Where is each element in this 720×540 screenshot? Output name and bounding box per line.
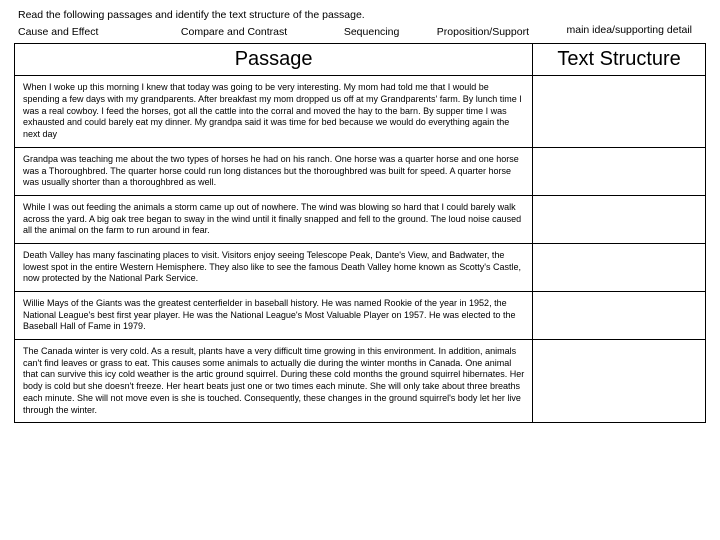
worksheet-table: Passage Text Structure When I woke up th… (14, 43, 706, 423)
table-row: When I woke up this morning I knew that … (15, 76, 706, 147)
passage-cell: Willie Mays of the Giants was the greate… (15, 292, 533, 340)
option-compare-contrast: Compare and Contrast (181, 25, 341, 40)
passage-cell: Grandpa was teaching me about the two ty… (15, 147, 533, 195)
options-row: Cause and Effect Compare and Contrast Se… (18, 25, 567, 40)
option-proposition-support: Proposition/Support (437, 25, 529, 40)
instructions-left: Read the following passages and identify… (18, 8, 567, 39)
passage-cell: The Canada winter is very cold. As a res… (15, 340, 533, 423)
answer-cell[interactable] (533, 76, 706, 147)
passage-cell: Death Valley has many fascinating places… (15, 243, 533, 291)
table-row: Willie Mays of the Giants was the greate… (15, 292, 706, 340)
table-row: While I was out feeding the animals a st… (15, 195, 706, 243)
answer-cell[interactable] (533, 147, 706, 195)
table-row: Grandpa was teaching me about the two ty… (15, 147, 706, 195)
header-structure: Text Structure (533, 44, 706, 76)
instruction-text: Read the following passages and identify… (18, 8, 567, 23)
answer-cell[interactable] (533, 243, 706, 291)
instructions-right: main idea/supporting detail (567, 8, 703, 39)
table-row: The Canada winter is very cold. As a res… (15, 340, 706, 423)
header-passage: Passage (15, 44, 533, 76)
answer-cell[interactable] (533, 340, 706, 423)
passage-cell: When I woke up this morning I knew that … (15, 76, 533, 147)
option-cause-effect: Cause and Effect (18, 25, 178, 40)
table-row: Death Valley has many fascinating places… (15, 243, 706, 291)
answer-cell[interactable] (533, 195, 706, 243)
option-sequencing: Sequencing (344, 25, 434, 40)
instructions-block: Read the following passages and identify… (14, 8, 706, 43)
option-main-idea: main idea/supporting detail (567, 23, 693, 38)
passage-cell: While I was out feeding the animals a st… (15, 195, 533, 243)
table-header-row: Passage Text Structure (15, 44, 706, 76)
answer-cell[interactable] (533, 292, 706, 340)
